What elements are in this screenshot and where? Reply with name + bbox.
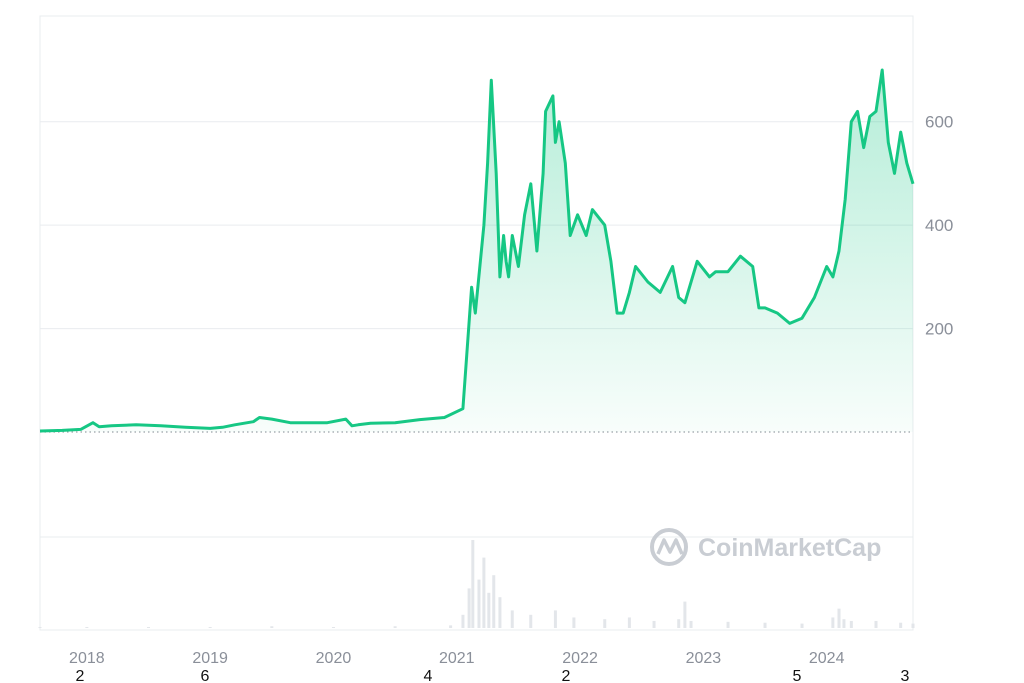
volume-bar <box>529 614 533 628</box>
volume-bar <box>831 617 835 628</box>
volume-bar <box>477 579 481 628</box>
x-tick-label-2024: 2024 <box>809 650 845 667</box>
volume-bar <box>461 614 465 628</box>
volume-bar <box>449 625 453 628</box>
volume-bar <box>677 619 681 628</box>
y-tick-label-200: 200 <box>925 320 953 339</box>
volume-bar <box>842 619 846 628</box>
volume-bar <box>652 620 656 628</box>
y-axis-ticks: 200 400 600 <box>925 113 953 339</box>
volume-bar <box>849 620 853 628</box>
y-tick-label-400: 400 <box>925 216 953 235</box>
x-tick-label-2023: 2023 <box>686 650 722 667</box>
volume-bar <box>208 627 212 628</box>
volume-bars <box>38 540 915 628</box>
price-area <box>40 70 913 432</box>
volume-bar <box>393 626 397 628</box>
volume-bar <box>487 592 491 628</box>
stray-digit: 6 <box>201 668 210 683</box>
volume-bar <box>553 610 557 628</box>
stray-digits: 2 6 4 2 5 3 <box>76 668 910 683</box>
volume-bar <box>471 540 475 628</box>
stray-digit: 5 <box>793 668 802 683</box>
volume-bar <box>603 619 607 628</box>
stray-digit: 3 <box>901 668 910 683</box>
volume-bar <box>763 622 767 628</box>
stray-digit: 2 <box>76 668 85 683</box>
volume-bar <box>837 608 841 628</box>
volume-bar <box>270 626 274 628</box>
price-line <box>39 68 915 433</box>
volume-bar <box>38 627 42 628</box>
stray-digit: 4 <box>424 668 433 683</box>
volume-bar <box>874 620 878 628</box>
watermark-brand-text: CoinMarketCap <box>698 534 881 562</box>
volume-bar <box>800 623 804 628</box>
volume-bar <box>911 623 915 628</box>
coinmarketcap-watermark: CoinMarketCap <box>650 528 881 566</box>
x-tick-label-2020: 2020 <box>316 650 352 667</box>
y-tick-label-600: 600 <box>925 113 953 132</box>
volume-bar <box>627 617 631 628</box>
volume-bar <box>498 597 502 628</box>
volume-bar <box>572 617 576 628</box>
volume-bar <box>147 627 151 628</box>
volume-bar <box>683 601 687 628</box>
coinmarketcap-logo-icon <box>650 528 688 566</box>
x-tick-label-2022: 2022 <box>562 650 598 667</box>
volume-bar <box>482 557 486 628</box>
volume-bar <box>492 575 496 628</box>
volume-bar <box>510 610 514 628</box>
volume-bar <box>467 588 471 628</box>
x-tick-label-2021: 2021 <box>439 650 475 667</box>
x-tick-label-2018: 2018 <box>69 650 105 667</box>
volume-bar <box>331 627 335 628</box>
x-axis-ticks: 2018 2019 2020 2021 2022 2023 2024 <box>69 650 845 667</box>
volume-bar <box>85 627 89 628</box>
x-tick-label-2019: 2019 <box>192 650 228 667</box>
stray-digit: 2 <box>562 668 571 683</box>
volume-bar <box>726 621 730 628</box>
volume-bar <box>899 622 903 628</box>
volume-bar <box>689 620 693 628</box>
